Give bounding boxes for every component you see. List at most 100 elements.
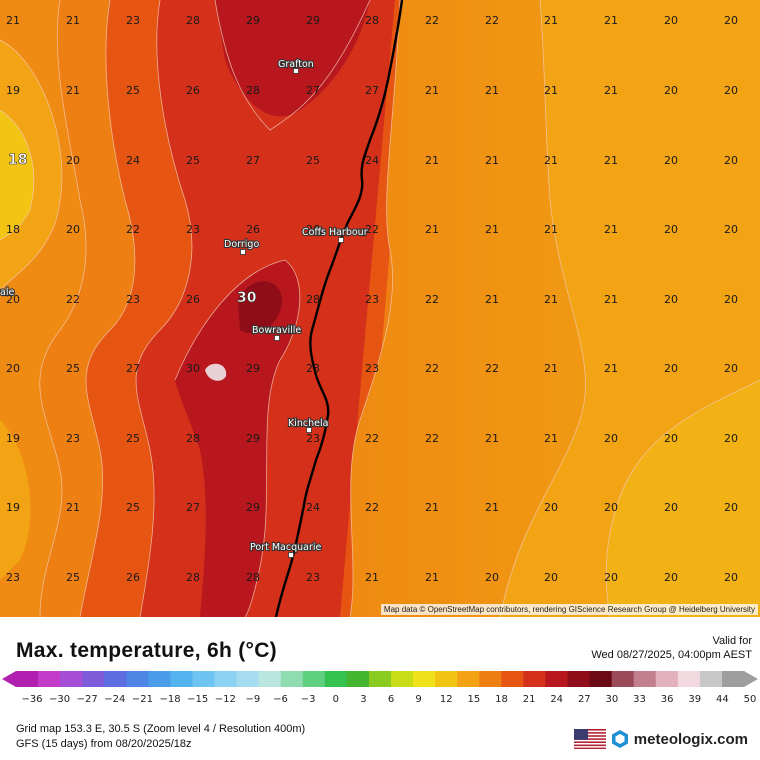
brand-name[interactable]: meteologix.com xyxy=(633,730,748,748)
brand[interactable]: meteologix.com xyxy=(573,729,748,749)
grid-value: 21 xyxy=(604,293,618,306)
grid-value: 21 xyxy=(544,432,558,445)
grid-value: 20 xyxy=(664,84,678,97)
grid-value: 28 xyxy=(186,571,200,584)
grid-value: 20 xyxy=(724,84,738,97)
grid-value: 20 xyxy=(664,223,678,236)
grid-value: 21 xyxy=(544,154,558,167)
legend-swatch xyxy=(479,671,502,687)
grid-value: 29 xyxy=(306,14,320,27)
city-marker[interactable] xyxy=(338,237,344,243)
legend-swatch xyxy=(192,671,216,687)
grid-value: 21 xyxy=(365,571,379,584)
grid-value: 20 xyxy=(544,501,558,514)
city-label[interactable]: Bowraville xyxy=(251,324,303,337)
grid-value: 21 xyxy=(485,432,499,445)
city-label[interactable]: Kinchela xyxy=(287,417,330,430)
city-label[interactable]: ale xyxy=(0,286,16,299)
grid-value: 23 xyxy=(6,571,20,584)
legend-tick-label: 15 xyxy=(467,694,480,705)
city-marker[interactable] xyxy=(274,335,280,341)
legend-tick-label: −30 xyxy=(49,694,70,705)
grid-value: 23 xyxy=(66,432,80,445)
legend-swatch xyxy=(435,671,458,687)
color-legend: −36 −30 −27 −24 −21 −18 −15 −12 −9 −6 −3 0 3 6 9 12 15 18… xyxy=(2,669,758,705)
legend-arrow-right xyxy=(744,671,758,687)
west-yellow-lobe xyxy=(0,110,34,240)
grid-value: 20 xyxy=(664,501,678,514)
city-marker[interactable] xyxy=(240,249,246,255)
legend-tick-label: 0 xyxy=(333,694,339,705)
legend-swatch xyxy=(545,671,569,687)
grid-value: 20 xyxy=(6,362,20,375)
grid-value: 21 xyxy=(425,571,439,584)
ocean-band-20 xyxy=(606,380,760,617)
legend-tick-label: 30 xyxy=(606,694,619,705)
city-marker[interactable] xyxy=(306,427,312,433)
city-label[interactable]: Coffs Harbour xyxy=(301,226,369,239)
grid-value: 21 xyxy=(66,14,80,27)
grid-value: 28 xyxy=(186,432,200,445)
grid-value: 27 xyxy=(365,84,379,97)
city-marker[interactable] xyxy=(288,552,294,558)
legend-swatch xyxy=(16,671,39,687)
legend-swatch xyxy=(302,671,326,687)
contour-label-30: 30 xyxy=(237,290,257,306)
grid-value: 26 xyxy=(246,223,260,236)
city-label[interactable]: Dorrigo xyxy=(223,238,261,251)
weather-map[interactable]: 21 21 23 28 29 29 28 22 22 21 21 20 20 19 21 25 26 28 27 27… xyxy=(0,0,760,617)
grid-value: 20 xyxy=(664,432,678,445)
legend-swatch xyxy=(721,671,745,687)
grid-value: 28 xyxy=(246,571,260,584)
legend-swatch xyxy=(457,671,480,687)
grid-value: 21 xyxy=(604,154,618,167)
legend-swatch xyxy=(38,671,61,687)
grid-value: 20 xyxy=(724,293,738,306)
grid-value: 20 xyxy=(66,223,80,236)
grid-value: 20 xyxy=(604,501,618,514)
legend-tick-label: −24 xyxy=(104,694,125,705)
grid-value: 28 xyxy=(186,14,200,27)
us-flag-icon[interactable] xyxy=(573,729,606,749)
city-label[interactable]: Grafton xyxy=(277,58,315,71)
legend-tick-label: −15 xyxy=(187,694,208,705)
legend-swatch xyxy=(391,671,414,687)
grid-value: 25 xyxy=(126,501,140,514)
temperature-map-canvas: 21 21 23 28 29 29 28 22 22 21 21 20 20 19 21 25 26 28 27 27… xyxy=(0,0,760,617)
grid-value: 21 xyxy=(425,501,439,514)
grid-value: 21 xyxy=(544,14,558,27)
grid-value: 20 xyxy=(664,154,678,167)
grid-value: 23 xyxy=(306,432,320,445)
grid-value: 22 xyxy=(365,432,379,445)
legend-tick-label: 36 xyxy=(661,694,674,705)
grid-value: 26 xyxy=(126,571,140,584)
grid-value: 19 xyxy=(6,501,20,514)
grid-value: 27 xyxy=(186,501,200,514)
grid-value: 25 xyxy=(306,154,320,167)
city-label[interactable]: Port Macquarie xyxy=(249,541,323,554)
legend-tick-label: 33 xyxy=(633,694,646,705)
map-attribution[interactable]: Map data © OpenStreetMap contributors, r… xyxy=(380,604,758,615)
grid-value: 20 xyxy=(724,223,738,236)
grid-value: 21 xyxy=(544,223,558,236)
legend-swatch xyxy=(677,671,701,687)
legend-swatch xyxy=(280,671,304,687)
grid-value: 23 xyxy=(126,14,140,27)
grid-value: 19 xyxy=(6,84,20,97)
legend-swatch xyxy=(214,671,238,687)
legend-swatch xyxy=(148,671,171,687)
city-marker[interactable] xyxy=(293,68,299,74)
contour-label-18: 18 xyxy=(8,152,27,168)
valid-label: Valid for xyxy=(712,635,752,647)
grid-value: 21 xyxy=(544,362,558,375)
grid-value: 23 xyxy=(186,223,200,236)
legend-bar: −36 −30 −27 −24 −21 −18 −15 −12 −9 −6 −3 0 3 6 9 12 15 18… xyxy=(2,671,758,705)
legend-tick-label: 3 xyxy=(360,694,366,705)
grid-value: 27 xyxy=(306,84,320,97)
grid-value: 22 xyxy=(425,432,439,445)
grid-value: 21 xyxy=(6,14,20,27)
legend-tick-label: 9 xyxy=(415,694,421,705)
south-hot-core xyxy=(175,260,300,617)
legend-tick-label: 44 xyxy=(716,694,729,705)
legend-swatch xyxy=(104,671,127,687)
